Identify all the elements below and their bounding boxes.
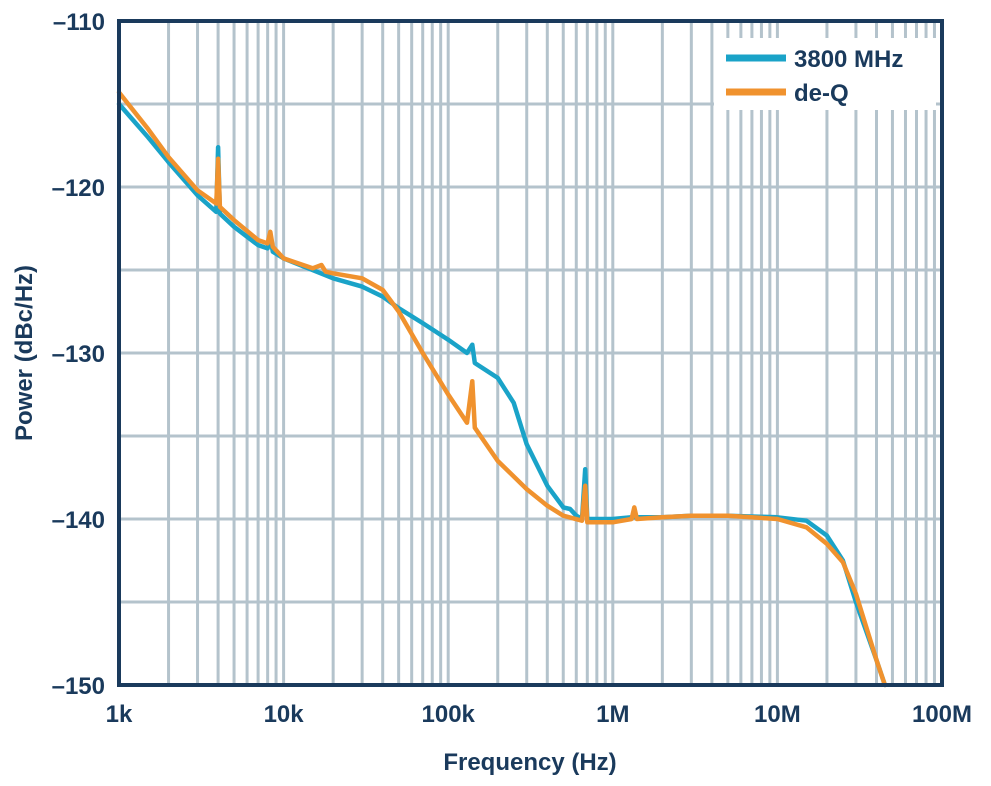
series-layer — [116, 90, 888, 688]
x-tick-label: 100M — [912, 701, 972, 728]
legend-background — [714, 38, 936, 110]
y-tick-label: –120 — [52, 175, 105, 202]
x-tick-label: 1M — [596, 701, 629, 728]
x-tick-label: 10k — [264, 701, 305, 728]
x-tick-label: 1k — [106, 701, 133, 728]
y-tick-label: –110 — [53, 9, 105, 36]
x-tick-label: 10M — [754, 701, 801, 728]
y-axis-title: Power (dBc/Hz) — [11, 265, 38, 441]
x-axis-title: Frequency (Hz) — [443, 749, 616, 776]
series-line-de-q — [116, 90, 888, 688]
x-tick-label: 100k — [422, 701, 476, 728]
legend: 3800 MHz de-Q — [714, 38, 936, 110]
legend-label-de-q: de-Q — [794, 80, 849, 107]
y-tick-label: –150 — [52, 673, 105, 700]
y-tick-label: –140 — [52, 507, 105, 534]
y-axis-ticks: –110 –120 –130 –140 –150 — [52, 9, 105, 700]
x-axis-ticks: 1k 10k 100k 1M 10M 100M — [106, 701, 972, 728]
y-tick-label: –130 — [52, 341, 105, 368]
legend-label-3800mhz: 3800 MHz — [794, 46, 903, 73]
plot-frame — [117, 19, 944, 687]
